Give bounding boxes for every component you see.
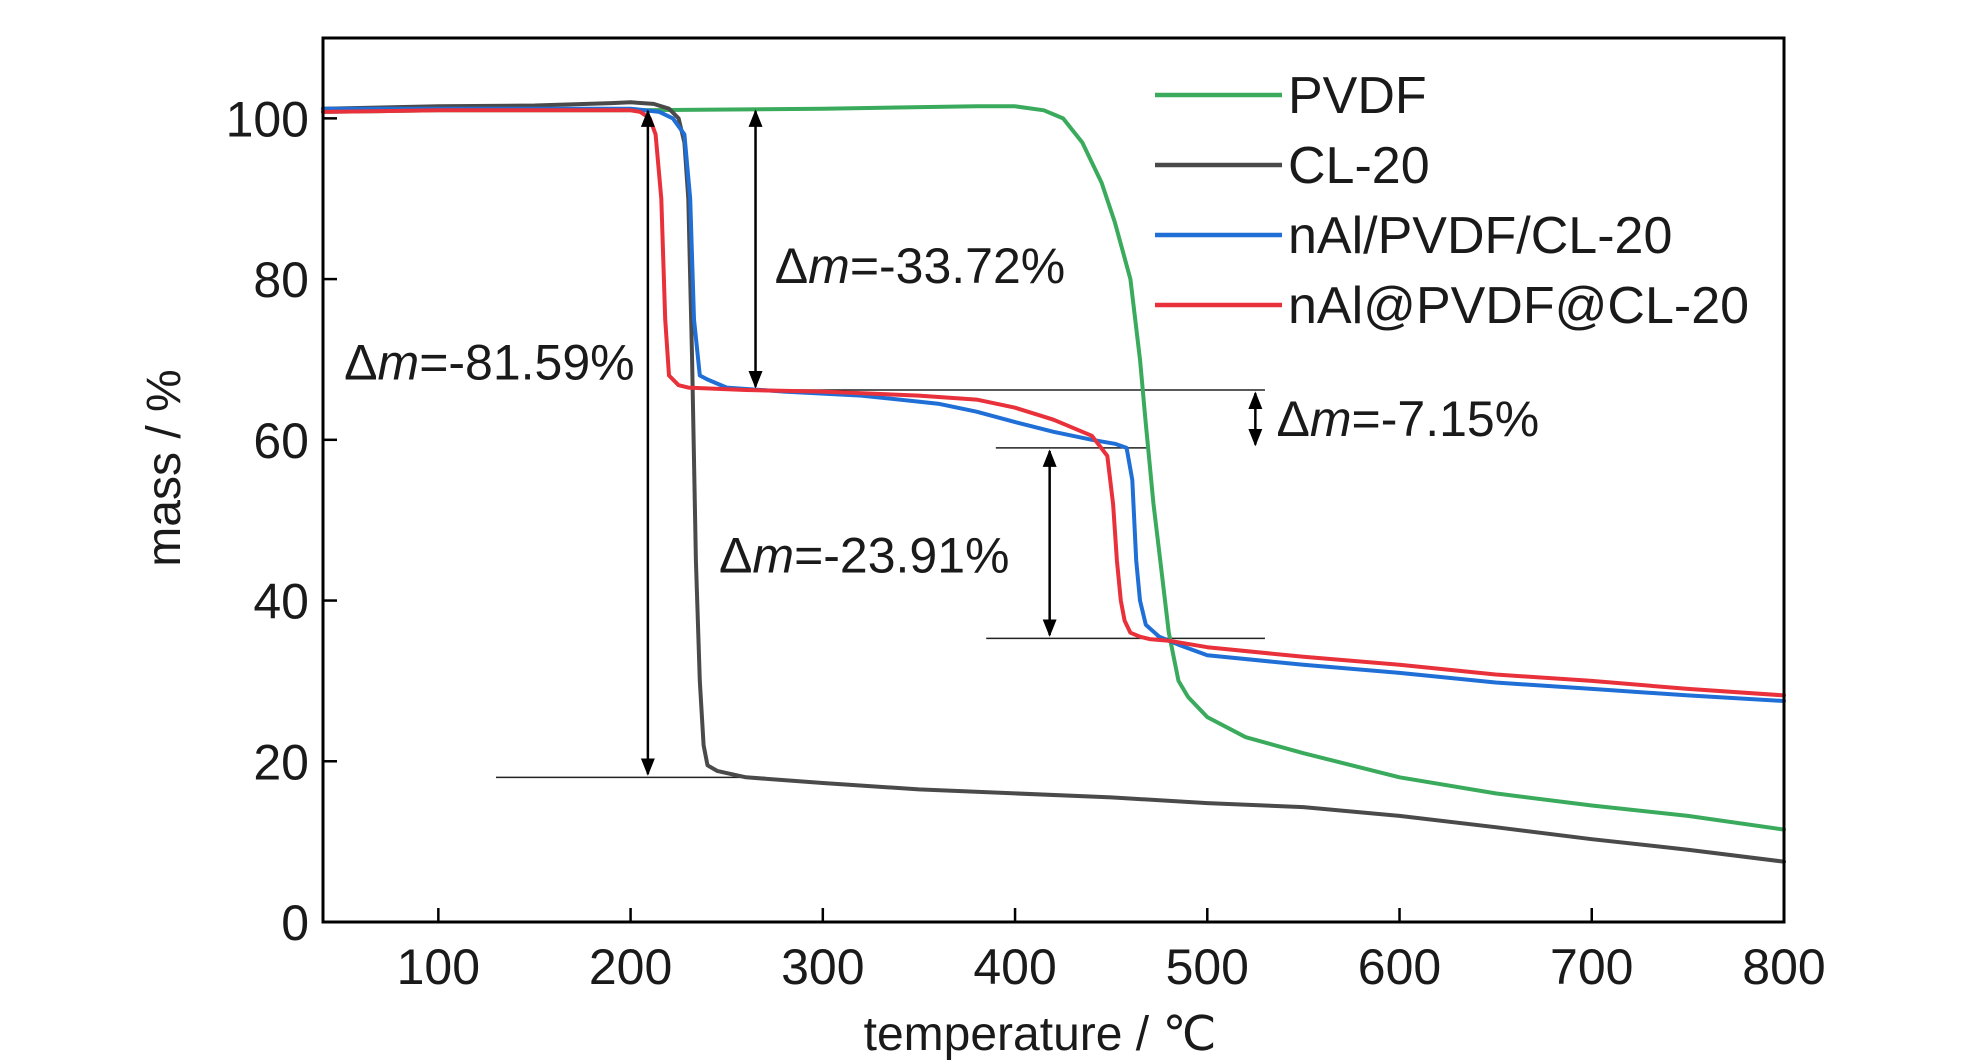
axes-layer: 100 200 300 400 500 600 700 800 0 20 40 60 80 100 [226,36,1826,995]
delta-m-label: Δm=-23.91% [719,527,1010,583]
y-tick-label: 60 [253,413,309,469]
x-axis-title: temperature / ℃ [864,1008,1217,1061]
delta-m-label: Δm=-7.15% [1276,391,1539,447]
y-tick-label: 80 [253,252,309,308]
legend-label: nAl@PVDF@CL-20 [1288,277,1749,335]
series-line-nal-pvdf-cl-20 [321,106,1786,703]
x-tick-label: 800 [1742,939,1825,995]
plot-frame [321,36,1786,924]
x-tick-label: 600 [1358,939,1441,995]
y-axis-title: mass / % [138,369,191,566]
annotation-layer: Δm=-33.72% Δm=-81.59% Δm=-7.15% Δm=-23.91% [344,109,1539,776]
y-tick-label: 0 [281,895,309,951]
legend: PVDF CL-20 nAl/PVDF/CL-20 nAl@PVDF@CL-20 [1155,67,1749,335]
delta-m-label: Δm=-33.72% [775,238,1066,294]
legend-label: PVDF [1288,67,1427,125]
series-layer [321,100,1786,864]
x-tick-label: 200 [589,939,672,995]
y-tick-label: 20 [253,734,309,790]
legend-label: nAl/PVDF/CL-20 [1288,207,1672,265]
x-tick-label: 700 [1550,939,1633,995]
x-tick-label: 100 [397,939,480,995]
y-tick-label: 40 [253,574,309,630]
delta-m-label: Δm=-81.59% [344,335,635,391]
x-tick-label: 400 [973,939,1056,995]
series-line-nal-pvdf-cl-20 [321,108,1786,698]
y-tick-label: 100 [226,91,309,147]
reference-lines [496,389,1265,779]
x-tick-label: 500 [1166,939,1249,995]
legend-label: CL-20 [1288,137,1430,195]
series-line-pvdf [321,104,1786,832]
x-tick-label: 300 [781,939,864,995]
series-line-cl-20 [321,100,1786,864]
